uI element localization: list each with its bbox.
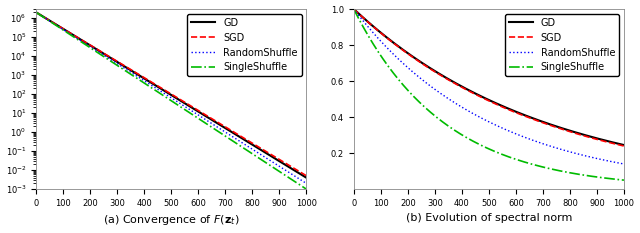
RandomShuffle bbox=[243, 144, 250, 147]
GD bbox=[589, 136, 596, 139]
SingleShuffle bbox=[589, 175, 596, 178]
SGD bbox=[570, 132, 578, 134]
SGD bbox=[350, 8, 358, 10]
SingleShuffle bbox=[607, 177, 614, 180]
RandomShuffle bbox=[561, 149, 568, 152]
SingleShuffle bbox=[289, 179, 297, 182]
GD bbox=[404, 52, 412, 55]
RandomShuffle bbox=[253, 151, 260, 153]
X-axis label: (a) Convergence of $F(\mathbf{z}_t)$: (a) Convergence of $F(\mathbf{z}_t)$ bbox=[103, 213, 239, 227]
SingleShuffle bbox=[561, 170, 568, 173]
RandomShuffle bbox=[620, 163, 628, 165]
RandomShuffle bbox=[289, 174, 297, 176]
SGD bbox=[367, 23, 374, 25]
GD bbox=[303, 176, 310, 179]
RandomShuffle bbox=[350, 8, 358, 10]
SingleShuffle bbox=[49, 22, 56, 25]
GD bbox=[561, 127, 568, 130]
SGD bbox=[303, 174, 310, 177]
Line: SGD: SGD bbox=[36, 12, 307, 176]
Line: RandomShuffle: RandomShuffle bbox=[36, 12, 307, 183]
SGD bbox=[289, 166, 297, 169]
RandomShuffle bbox=[49, 21, 56, 24]
RandomShuffle bbox=[271, 162, 279, 165]
SGD bbox=[87, 44, 95, 47]
RandomShuffle bbox=[367, 28, 374, 31]
SGD bbox=[589, 137, 596, 140]
RandomShuffle bbox=[607, 160, 614, 163]
RandomShuffle bbox=[404, 67, 412, 70]
SingleShuffle bbox=[271, 167, 279, 170]
Legend: GD, SGD, RandomShuffle, SingleShuffle: GD, SGD, RandomShuffle, SingleShuffle bbox=[505, 14, 619, 76]
GD bbox=[253, 146, 260, 149]
X-axis label: (b) Evolution of spectral norm: (b) Evolution of spectral norm bbox=[406, 213, 572, 223]
GD bbox=[350, 8, 358, 10]
SingleShuffle bbox=[33, 11, 40, 14]
SGD bbox=[607, 141, 614, 144]
GD bbox=[367, 22, 374, 25]
SGD bbox=[404, 53, 412, 56]
Legend: GD, SGD, RandomShuffle, SingleShuffle: GD, SGD, RandomShuffle, SingleShuffle bbox=[187, 14, 301, 76]
Line: GD: GD bbox=[354, 9, 624, 145]
SingleShuffle bbox=[243, 149, 250, 151]
RandomShuffle bbox=[87, 46, 95, 48]
SingleShuffle bbox=[404, 90, 412, 93]
SGD bbox=[243, 138, 250, 141]
GD bbox=[289, 168, 297, 171]
SingleShuffle bbox=[570, 172, 578, 175]
SingleShuffle bbox=[303, 188, 310, 191]
SGD bbox=[49, 21, 56, 24]
SGD bbox=[33, 11, 40, 14]
GD bbox=[87, 45, 95, 47]
SingleShuffle bbox=[253, 155, 260, 158]
Line: SingleShuffle: SingleShuffle bbox=[36, 12, 307, 189]
GD bbox=[271, 157, 279, 160]
Line: GD: GD bbox=[36, 12, 307, 178]
GD bbox=[620, 144, 628, 146]
RandomShuffle bbox=[33, 11, 40, 14]
SingleShuffle bbox=[87, 47, 95, 50]
SGD bbox=[253, 144, 260, 147]
RandomShuffle bbox=[303, 182, 310, 185]
SGD bbox=[271, 155, 279, 158]
Line: SingleShuffle: SingleShuffle bbox=[354, 9, 624, 180]
Line: SGD: SGD bbox=[354, 9, 624, 146]
GD bbox=[49, 21, 56, 24]
RandomShuffle bbox=[570, 152, 578, 154]
SingleShuffle bbox=[367, 38, 374, 41]
RandomShuffle bbox=[589, 156, 596, 159]
GD bbox=[570, 131, 578, 134]
GD bbox=[607, 140, 614, 143]
GD bbox=[243, 140, 250, 143]
SingleShuffle bbox=[620, 179, 628, 182]
SGD bbox=[620, 145, 628, 147]
SingleShuffle bbox=[350, 8, 358, 10]
GD bbox=[33, 11, 40, 14]
SGD bbox=[561, 128, 568, 131]
Line: RandomShuffle: RandomShuffle bbox=[354, 9, 624, 164]
